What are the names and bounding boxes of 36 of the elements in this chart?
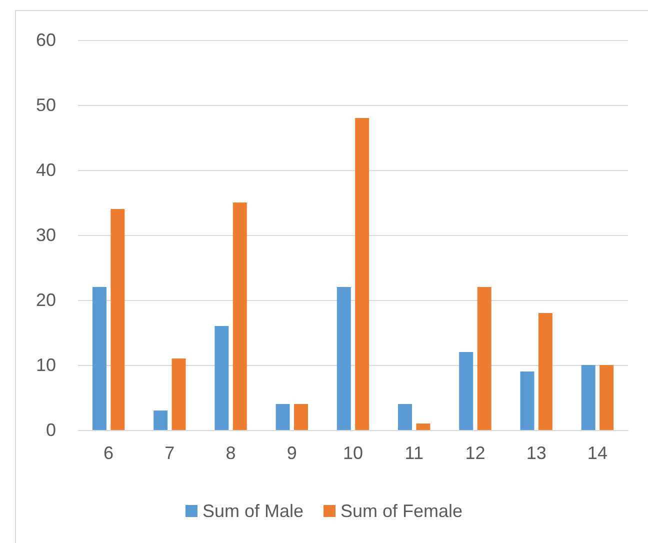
x-tick-label: 14 xyxy=(587,443,608,463)
bar xyxy=(276,404,290,430)
bar xyxy=(520,372,534,430)
y-tick-label: 30 xyxy=(36,225,56,245)
bar xyxy=(600,365,614,430)
y-tick-label: 40 xyxy=(36,160,56,180)
legend-label: Sum of Female xyxy=(340,501,463,521)
bar xyxy=(214,326,229,430)
bar xyxy=(232,202,247,430)
x-tick-label: 7 xyxy=(164,443,175,463)
y-tick-label: 20 xyxy=(36,290,56,310)
x-tick-label: 13 xyxy=(526,443,546,463)
x-tick-label: 6 xyxy=(104,443,114,463)
bar xyxy=(110,209,125,430)
bar xyxy=(172,358,186,430)
y-tick-label: 60 xyxy=(36,30,56,50)
bar xyxy=(477,287,492,430)
bar xyxy=(92,287,106,430)
bar xyxy=(154,410,168,430)
x-tick-label: 10 xyxy=(342,443,364,463)
bar xyxy=(398,404,412,430)
bar xyxy=(355,118,370,430)
x-tick-label: 12 xyxy=(465,443,486,463)
x-tick-label: 9 xyxy=(286,443,297,463)
bar xyxy=(294,404,308,430)
bar xyxy=(416,424,430,430)
y-tick-label: 10 xyxy=(36,355,56,375)
y-tick-label: 50 xyxy=(36,95,56,115)
y-tick-label: 0 xyxy=(46,420,56,440)
bar xyxy=(336,287,351,430)
bar xyxy=(581,365,596,430)
bar xyxy=(538,313,552,430)
x-tick-label: 11 xyxy=(404,443,424,463)
bar xyxy=(459,352,474,430)
x-tick-label: 8 xyxy=(226,443,236,463)
legend-label: Sum of Male xyxy=(202,501,304,521)
